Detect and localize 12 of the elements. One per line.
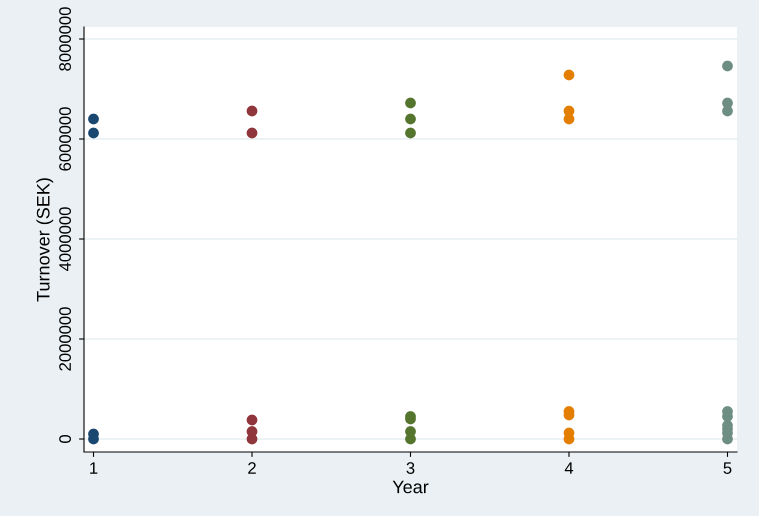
x-tick-label: 2 [248,462,256,474]
x-tick-label: 4 [564,462,574,474]
y-axis-title: Turnover (SEK) [36,178,54,302]
y-tick-label: 4000000 [59,207,71,272]
x-tick-label: 3 [406,462,414,474]
x-axis-title: Year [392,480,428,494]
y-tick-label: 8000000 [59,7,71,71]
y-tick-label: 2000000 [59,307,71,371]
y-tick-label: 0 [59,435,71,443]
y-tick-label: 6000000 [59,107,71,171]
x-tick-label: 5 [724,462,732,474]
x-tick-label: 1 [90,462,98,474]
